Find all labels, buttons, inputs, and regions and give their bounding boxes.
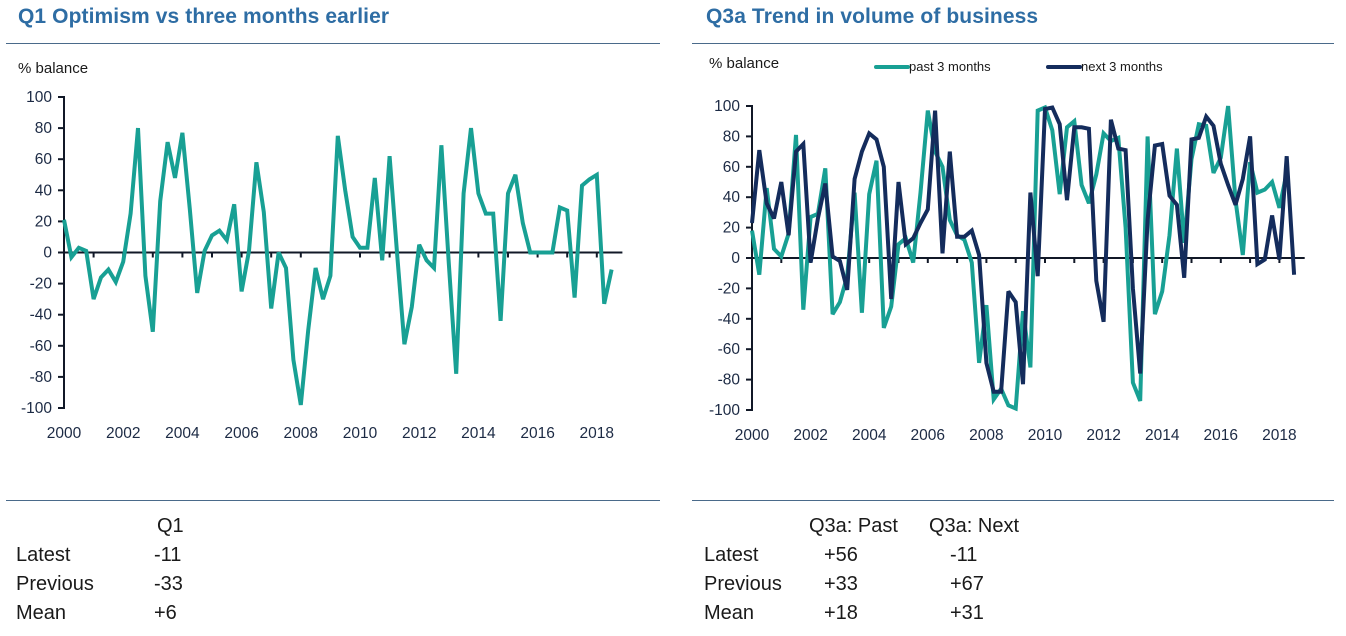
y-tick-label: 60 [35,151,53,168]
y-axis-unit-label: % balance [18,60,88,77]
y-tick-label: -100 [21,400,52,417]
x-tick-label: 2014 [461,425,496,442]
x-tick-label: 2002 [793,427,827,444]
stats-row-label: Previous [16,573,94,595]
series-line [750,105,1297,394]
x-tick-label: 2012 [402,425,436,442]
y-tick-label: -40 [718,311,741,328]
stats-column-header: Q1 [157,515,184,537]
x-tick-label: 2016 [520,425,554,442]
stats-row-label: Previous [704,573,782,595]
x-tick-label: 2016 [1204,427,1238,444]
x-tick-label: 2008 [969,427,1003,444]
x-tick-label: 2004 [852,427,887,444]
stats-divider [692,500,1334,501]
legend: past 3 months next 3 months [874,59,1163,74]
x-tick-label: 2010 [343,425,378,442]
y-tick-label: 80 [35,120,53,137]
y-tick-label: -20 [30,276,53,293]
panel-q1-optimism: Q1 Optimism vs three months earlier % ba… [0,0,672,636]
series-line [62,127,614,406]
x-tick-label: 2006 [224,425,258,442]
stats-value: +56 [824,544,858,566]
x-tick-label: 2014 [1145,427,1180,444]
y-tick-label: -80 [30,369,53,386]
title-divider [6,43,660,44]
chart-q1-optimism: % balance 100 80 60 40 20 0 -20 -40 -60 -80 -100 200… [18,60,623,442]
y-tick-label: -100 [709,402,740,419]
stats-value: -11 [154,544,182,566]
y-tick-label: 40 [35,182,53,199]
y-tick-label: 80 [723,128,741,145]
y-tick-label: 0 [43,245,52,262]
y-tick-label: 40 [723,189,741,206]
stats-column-header: Q3a: Past [809,515,898,537]
x-tick-label: 2004 [165,425,200,442]
stats-column-header: Q3a: Next [929,515,1020,537]
stats-divider [6,500,660,501]
y-tick-label: 0 [731,250,740,267]
chart-title-q1: Q1 Optimism vs three months earlier [18,5,390,28]
stats-value: +6 [154,602,177,624]
y-axis-unit-label: % balance [709,55,779,72]
stats-row-label: Latest [704,544,759,566]
chart-q3a-volume: % balance past 3 months next 3 months 100 80… [709,55,1305,444]
legend-label: next 3 months [1081,59,1163,74]
y-tick-label: -60 [30,338,53,355]
y-tick-label: -20 [718,280,741,297]
stats-value: +33 [824,573,858,595]
stats-value: -11 [950,544,978,566]
series-q1 [62,127,614,406]
stats-row-label: Mean [704,602,755,624]
y-tick-label: 60 [723,159,741,176]
stats-row-label: Latest [16,544,71,566]
x-tick-label: 2000 [735,427,770,444]
x-tick-label: 2018 [1262,427,1296,444]
stats-row-label: Mean [16,602,67,624]
x-tick-label: 2000 [47,425,82,442]
title-divider [692,43,1334,44]
panel-q3a-volume: Q3a Trend in volume of business % balanc… [686,0,1346,636]
x-tick-label: 2018 [580,425,614,442]
y-tick-label: 20 [35,213,53,230]
y-tick-label: -40 [30,307,53,324]
x-tick-label: 2012 [1086,427,1120,444]
y-tick-label: -60 [718,341,741,358]
y-tick-label: -80 [718,372,741,389]
y-tick-label: 20 [723,220,741,237]
stats-value: +31 [950,602,984,624]
series-next-3-months [750,105,1297,394]
stats-value: -33 [154,573,183,595]
x-tick-label: 2008 [284,425,318,442]
y-tick-label: 100 [714,98,740,115]
stats-value: +18 [824,602,858,624]
x-tick-label: 2002 [106,425,140,442]
legend-label: past 3 months [909,59,991,74]
y-tick-label: 100 [26,89,52,106]
stats-value: +67 [950,573,984,595]
chart-title-q3a: Q3a Trend in volume of business [706,5,1039,28]
x-tick-label: 2010 [1028,427,1063,444]
x-tick-label: 2006 [911,427,945,444]
